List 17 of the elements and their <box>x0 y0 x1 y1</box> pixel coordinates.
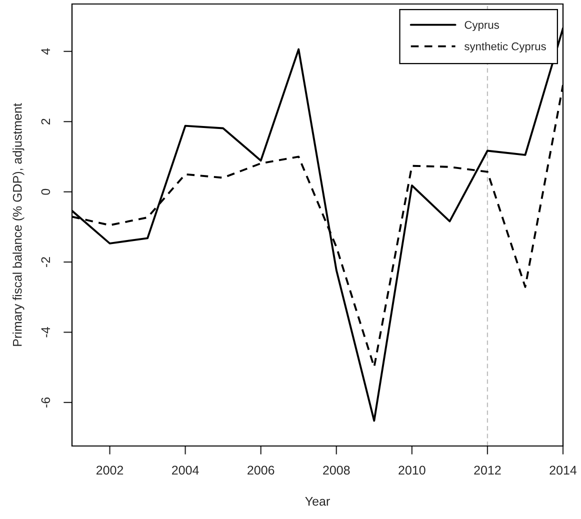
y-tick-label: 0 <box>41 188 50 195</box>
y-axis-title: Primary fiscal balance (% GDP), adjustment <box>12 103 24 346</box>
x-tick-label: 2008 <box>323 466 350 475</box>
y-tick-label: 4 <box>41 48 50 55</box>
x-tick-label: 2010 <box>398 466 426 475</box>
x-axis-title: Year <box>305 497 330 506</box>
legend-label: Cyprus <box>464 20 499 32</box>
legend-label: synthetic Cyprus <box>464 42 546 52</box>
y-tick-label: -4 <box>41 327 50 338</box>
x-tick-label: 2004 <box>172 466 199 475</box>
y-tick-label: 2 <box>41 118 50 124</box>
y-tick-label: -2 <box>41 257 50 268</box>
x-tick-label: 2002 <box>96 466 124 475</box>
y-tick-label: -6 <box>41 397 50 408</box>
x-tick-label: 2014 <box>550 466 577 475</box>
x-tick-label: 2012 <box>474 466 501 475</box>
x-tick-label: 2006 <box>248 466 274 475</box>
